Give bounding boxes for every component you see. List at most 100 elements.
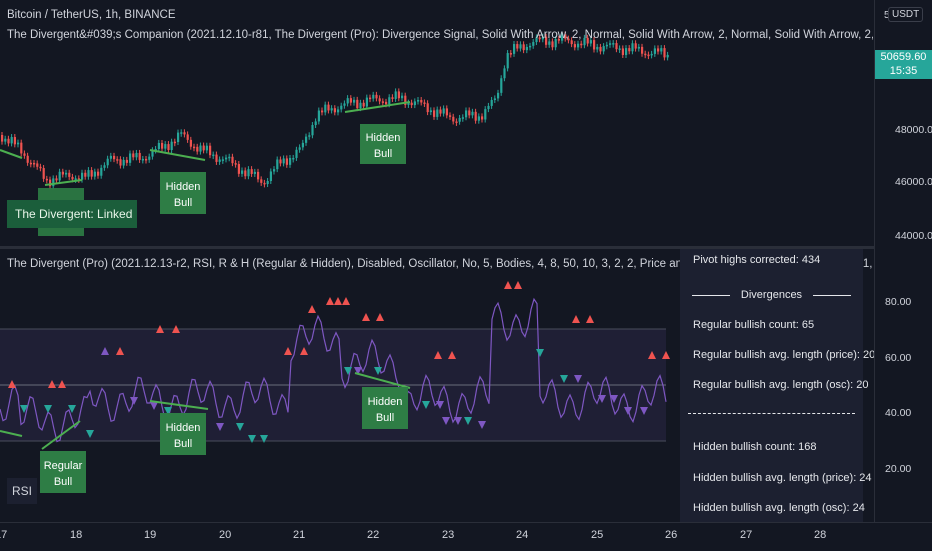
candle — [541, 36, 544, 40]
candle — [193, 146, 196, 149]
candle — [257, 171, 260, 180]
candle — [33, 162, 36, 165]
candle — [420, 100, 423, 103]
down-signal-marker — [610, 395, 618, 403]
price-pane[interactable]: Regular Bull Hidden Bull Hidden Bull Bit… — [0, 0, 874, 246]
down-signal-marker — [354, 367, 362, 375]
oscillator-pane[interactable]: Regular Bull Hidden Bull Hidden Bull The… — [0, 249, 874, 522]
rsi-chart[interactable]: Regular Bull Hidden Bull Hidden Bull — [0, 249, 874, 522]
candle — [129, 153, 132, 163]
candle — [260, 179, 263, 183]
price-chart[interactable]: Regular Bull Hidden Bull Hidden Bull — [0, 0, 874, 246]
candle — [154, 149, 157, 151]
candle — [650, 53, 653, 56]
label-box-hidden-bull — [160, 172, 206, 214]
up-signal-marker — [326, 297, 334, 305]
divergence-line — [41, 420, 81, 450]
down-signal-marker — [248, 435, 256, 443]
candle — [93, 171, 96, 177]
divergence-line — [149, 400, 209, 410]
candle — [589, 40, 592, 44]
candle — [55, 178, 58, 181]
down-signal-marker — [164, 407, 172, 415]
oscillator-legend[interactable]: The Divergent (Pro) (2021.12.13-r2, RSI,… — [7, 258, 873, 270]
candle — [407, 102, 410, 105]
candle — [241, 170, 244, 174]
candle — [557, 38, 560, 41]
hidden-bullish-count: Hidden bullish count: 168 — [693, 441, 817, 453]
rsi-pane-label: RSI — [7, 478, 37, 504]
stats-table: Pivot highs corrected: 434 Divergences R… — [680, 249, 875, 522]
candle — [513, 44, 516, 54]
candle — [109, 155, 112, 159]
candle — [637, 46, 640, 49]
candle — [391, 97, 394, 99]
candle — [337, 109, 340, 113]
pane-separator[interactable] — [0, 246, 932, 249]
price-axis-label: 44000.00 — [895, 230, 932, 242]
candle — [106, 158, 109, 166]
candle — [84, 172, 87, 177]
candle — [596, 46, 599, 50]
up-signal-marker — [116, 347, 124, 355]
candle — [173, 141, 176, 144]
candle — [87, 170, 90, 177]
candle — [365, 97, 368, 107]
candle — [228, 156, 231, 159]
candle — [538, 37, 541, 40]
symbol-legend[interactable]: Bitcoin / TetherUS, 1h, BINANCE — [7, 9, 176, 21]
candle — [189, 139, 192, 147]
label-text: Hidden — [166, 181, 201, 193]
down-signal-marker — [236, 423, 244, 431]
candle — [61, 171, 64, 175]
candle — [477, 116, 480, 121]
candle — [135, 152, 138, 158]
candle — [97, 171, 100, 176]
companion-legend[interactable]: The Divergent&#039;s Companion (2021.12.… — [7, 29, 873, 41]
candle — [119, 159, 122, 166]
divergence-line — [0, 430, 23, 437]
candle — [519, 44, 522, 49]
candle — [221, 159, 224, 161]
candle — [340, 105, 343, 110]
osc-axis-label: 40.00 — [885, 407, 912, 419]
price-axis[interactable]: 48000.00 46000.00 44000.00 80.00 60.00 4… — [874, 0, 932, 550]
up-signal-marker — [448, 351, 456, 359]
down-signal-marker — [150, 402, 158, 410]
candle — [577, 43, 580, 48]
bar-countdown: 15:35 — [889, 65, 918, 77]
candle — [231, 156, 234, 164]
candle — [301, 142, 304, 148]
hidden-bullish-length-osc: Hidden bullish avg. length (osc): 24 — [693, 502, 865, 514]
candle — [500, 78, 503, 93]
candle — [209, 145, 212, 156]
down-signal-marker — [454, 417, 462, 425]
time-axis[interactable]: 17 18 19 20 21 22 23 24 25 26 27 28 — [0, 522, 932, 551]
down-signal-marker — [598, 395, 606, 403]
down-signal-marker — [216, 423, 224, 431]
candle — [29, 162, 32, 165]
label-text: Hidden — [166, 422, 201, 434]
candle — [423, 102, 426, 104]
candle — [205, 145, 208, 151]
label-box-hidden-bull — [360, 124, 406, 164]
candle — [481, 116, 484, 120]
currency-button[interactable]: USDT — [888, 7, 924, 22]
down-signal-marker — [436, 401, 444, 409]
time-axis-label: 26 — [665, 529, 678, 541]
divergence-line — [344, 101, 411, 113]
candle — [298, 147, 301, 150]
label-text: Bull — [376, 412, 394, 424]
candle — [388, 97, 391, 105]
candle — [266, 180, 269, 185]
candle — [493, 98, 496, 100]
candle — [503, 68, 506, 79]
regular-bullish-length-osc: Regular bullish avg. length (osc): 20 — [693, 379, 869, 391]
candle — [321, 110, 324, 113]
up-signal-marker — [572, 315, 580, 323]
candle — [663, 48, 666, 58]
up-signal-marker — [101, 347, 109, 355]
candle — [628, 48, 631, 52]
label-box-hidden-bull — [160, 413, 206, 455]
candle — [372, 94, 375, 99]
